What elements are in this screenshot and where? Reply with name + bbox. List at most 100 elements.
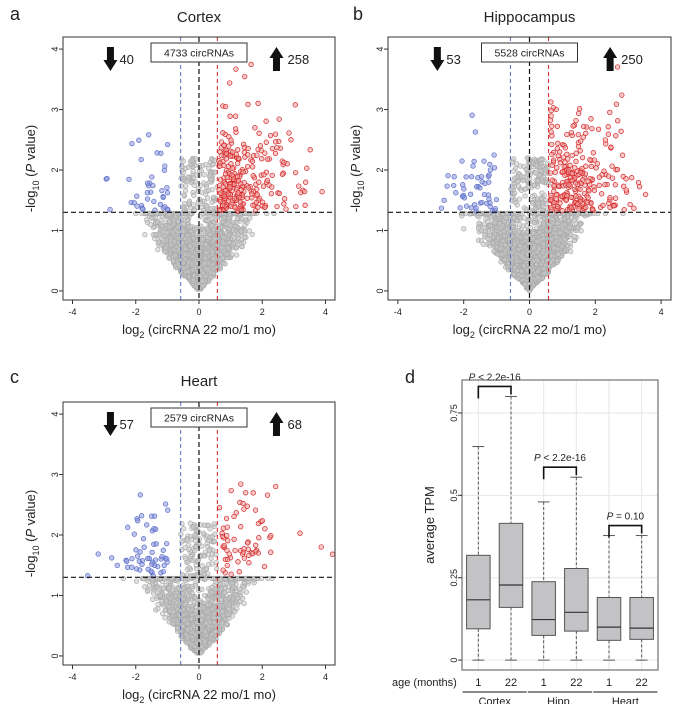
ns-point: [209, 199, 215, 205]
down-point: [463, 174, 469, 180]
down-point: [104, 175, 110, 182]
down-point: [445, 172, 451, 179]
ns-point: [522, 193, 528, 199]
ns-point: [551, 245, 557, 251]
down-point: [472, 129, 479, 135]
down-point: [486, 172, 492, 178]
up-point: [609, 175, 616, 181]
down-count: 53: [446, 52, 460, 67]
ns-point: [542, 270, 548, 276]
ns-point: [238, 228, 244, 234]
ns-point: [540, 236, 546, 242]
ns-point: [501, 229, 508, 235]
up-point: [573, 193, 579, 199]
ns-point: [208, 262, 215, 268]
up-point: [577, 186, 583, 192]
up-point: [233, 66, 239, 72]
ns-point: [502, 248, 508, 254]
down-point: [146, 132, 152, 138]
up-point: [241, 179, 247, 186]
down-point: [493, 196, 500, 203]
up-point: [551, 188, 557, 195]
ns-point: [548, 237, 555, 243]
ns-point: [247, 215, 253, 221]
up-point: [557, 160, 563, 166]
ns-point: [530, 160, 536, 166]
ns-point: [521, 205, 527, 211]
down-point: [468, 173, 475, 180]
ns-point: [240, 239, 247, 245]
down-point: [149, 174, 155, 180]
up-point: [588, 116, 594, 122]
up-point: [245, 152, 251, 158]
ns-point: [187, 224, 194, 230]
down-point: [138, 156, 144, 163]
ns-point: [510, 220, 516, 227]
ns-point: [559, 243, 565, 249]
up-point: [262, 204, 268, 210]
up-point: [228, 161, 234, 167]
ns-point: [535, 200, 541, 207]
up-point: [245, 145, 251, 152]
x-tick-label: 4: [659, 307, 664, 317]
ns-point: [522, 186, 528, 192]
down-point: [151, 198, 157, 205]
ns-point: [215, 241, 221, 248]
ns-point: [155, 246, 161, 253]
down-point: [471, 158, 477, 165]
up-point: [585, 195, 591, 201]
ns-point: [170, 258, 177, 264]
total-count-label: 4733 circRNAs: [164, 48, 234, 60]
ns-point: [531, 182, 538, 189]
ns-point: [197, 286, 203, 292]
points: [438, 64, 649, 294]
ns-point: [144, 219, 151, 226]
ns-point: [186, 200, 192, 206]
ns-point: [181, 221, 187, 227]
ns-point: [209, 249, 215, 255]
up-point: [577, 198, 584, 205]
ns-point: [520, 223, 527, 229]
up-point: [596, 182, 602, 189]
x-tick-label: -2: [132, 307, 140, 317]
down-point: [144, 196, 151, 202]
up-point: [614, 64, 621, 70]
ns-point: [540, 220, 547, 227]
up-point: [552, 169, 558, 175]
up-point: [567, 162, 573, 168]
up-point: [631, 205, 637, 211]
ns-point: [175, 261, 181, 267]
up-point: [548, 113, 554, 119]
ns-point: [204, 203, 210, 209]
up-point: [642, 191, 649, 198]
up-point: [235, 178, 242, 184]
up-point: [591, 187, 598, 193]
up-point: [621, 207, 627, 213]
ns-point: [180, 158, 186, 164]
up-point: [292, 102, 298, 108]
ns-point: [180, 265, 186, 271]
up-point: [548, 204, 554, 211]
ns-point: [181, 228, 187, 234]
ns-point: [492, 220, 498, 226]
ns-point: [502, 257, 508, 263]
up-count: 258: [287, 52, 309, 67]
up-point: [272, 150, 279, 157]
ns-point: [164, 230, 170, 236]
ns-point: [542, 262, 549, 268]
down-point: [438, 205, 445, 211]
down-point: [162, 163, 168, 169]
x-tick-label: 0: [196, 307, 201, 317]
ns-point: [220, 240, 226, 247]
ns-point: [203, 242, 209, 248]
ns-point: [205, 187, 212, 194]
up-point: [566, 182, 572, 188]
ns-point: [478, 238, 485, 244]
up-point: [235, 190, 241, 196]
y-tick-label: 1: [50, 228, 60, 233]
up-point: [605, 124, 611, 130]
up-point: [269, 172, 275, 179]
down-point: [159, 187, 165, 194]
ns-point: [220, 260, 227, 266]
